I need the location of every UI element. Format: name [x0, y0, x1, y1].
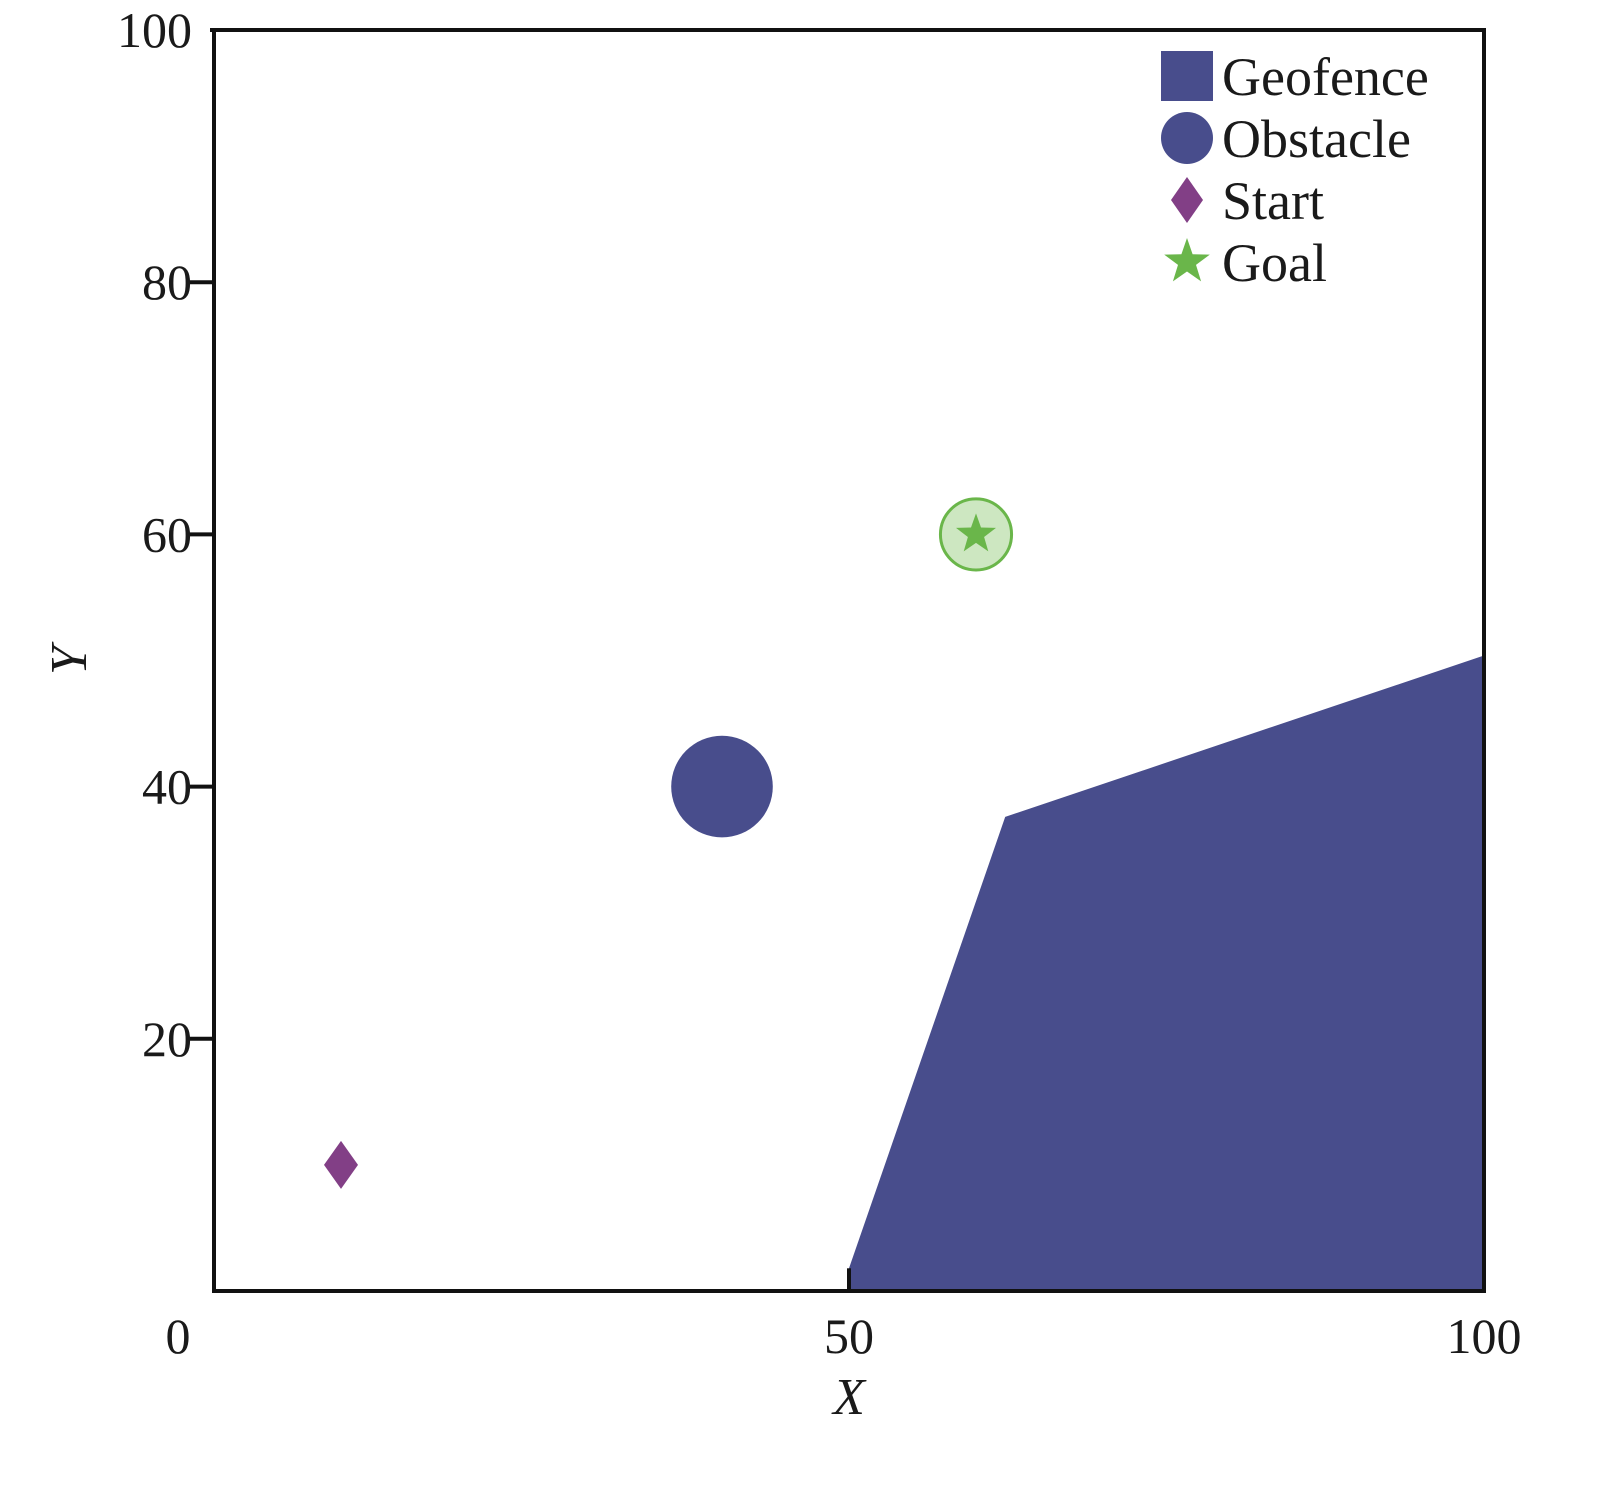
axes-layer: 20 40 60 80 100 0 50 100 X Y — [41, 2, 1522, 1426]
y-tick-label: 100 — [117, 2, 192, 58]
y-axis-label: Y — [41, 641, 98, 675]
geofence-edge-tick — [847, 1268, 851, 1291]
x-tick-label: 0 — [166, 1308, 191, 1364]
plot-layer — [324, 497, 1484, 1291]
legend-obstacle-label: Obstacle — [1222, 109, 1411, 169]
legend-goal-swatch — [1164, 238, 1210, 282]
x-tick-label: 50 — [824, 1308, 874, 1364]
geofence-region — [849, 655, 1484, 1291]
start-marker — [324, 1140, 358, 1189]
goal-marker — [956, 513, 996, 552]
x-axis-label: X — [831, 1369, 867, 1426]
y-tick-label: 60 — [142, 506, 192, 562]
legend-start-swatch — [1171, 177, 1203, 223]
x-tick-label: 100 — [1447, 1308, 1522, 1364]
legend-geofence-swatch — [1161, 51, 1213, 101]
axes-frame — [212, 28, 1486, 1293]
y-tick-label: 40 — [142, 759, 192, 815]
legend-geofence-label: Geofence — [1222, 47, 1429, 107]
y-tick-label: 80 — [142, 254, 192, 310]
legend-obstacle-swatch — [1161, 112, 1213, 164]
legend-goal-label: Goal — [1222, 233, 1327, 293]
legend-start-label: Start — [1222, 171, 1324, 231]
y-tick-label: 20 — [142, 1011, 192, 1067]
obstacle-marker — [671, 735, 773, 838]
